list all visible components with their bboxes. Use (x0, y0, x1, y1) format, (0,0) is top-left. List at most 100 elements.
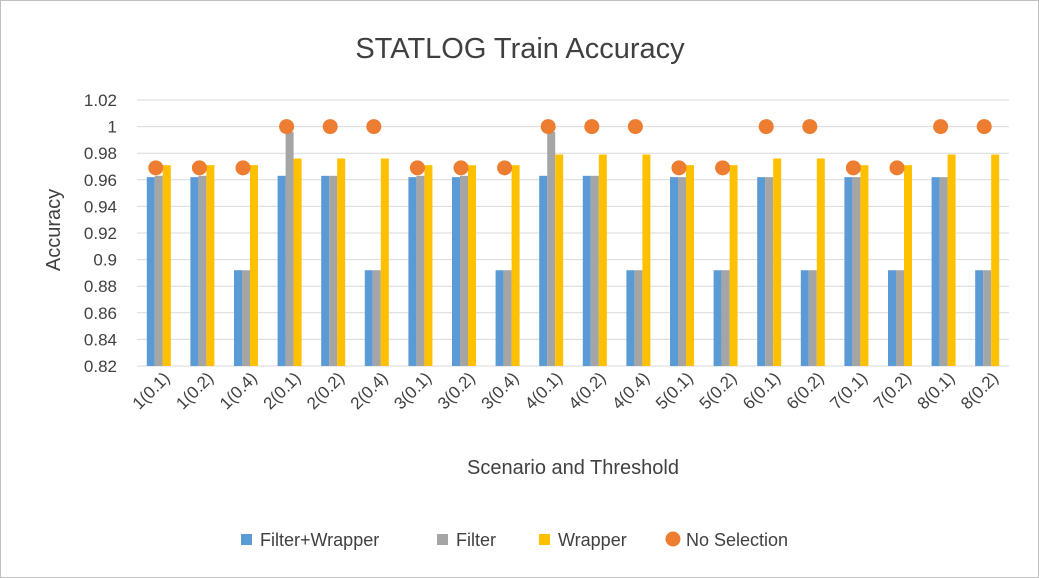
marker-no-selection (540, 119, 556, 135)
x-tick-label: 7(0.2) (870, 368, 915, 413)
bar-wrapper (773, 158, 782, 366)
marker-no-selection (148, 160, 164, 176)
y-tick-label: 0.86 (84, 304, 117, 323)
bar-wrapper (729, 165, 738, 366)
bar-wrapper (162, 165, 171, 366)
bars (146, 131, 1000, 366)
bar-filter-wrapper (844, 177, 853, 366)
marker-no-selection (889, 160, 905, 176)
bar-filter (983, 270, 992, 366)
bar-wrapper (947, 154, 956, 366)
marker-no-selection (235, 160, 251, 176)
bar-filter (721, 270, 730, 366)
bar-filter (154, 175, 163, 366)
bar-filter-wrapper (626, 270, 635, 366)
legend-label: Filter+Wrapper (260, 530, 379, 550)
bar-wrapper (206, 165, 215, 366)
bar-filter (416, 175, 425, 366)
x-tick-labels: 1(0.1)1(0.2)1(0.4)2(0.1)2(0.2)2(0.4)3(0.… (129, 368, 1002, 413)
x-tick-label: 1(0.2) (172, 368, 217, 413)
bar-filter-wrapper (539, 175, 548, 366)
bar-filter (372, 270, 381, 366)
y-tick-label: 1 (108, 118, 117, 137)
bar-wrapper (511, 165, 520, 366)
marker-no-selection (279, 119, 295, 135)
marker-no-selection (976, 119, 992, 135)
bar-filter (852, 177, 861, 366)
bar-wrapper (468, 165, 476, 366)
bar-filter (329, 175, 338, 366)
bar-filter (242, 270, 250, 366)
bar-filter (590, 175, 599, 366)
y-tick-label: 0.98 (84, 144, 117, 163)
y-axis-title: Accuracy (43, 189, 65, 271)
legend-swatch (539, 534, 550, 545)
x-tick-label: 8(0.2) (957, 368, 1002, 413)
bar-filter-wrapper (190, 177, 199, 366)
marker-no-selection (933, 119, 949, 135)
legend-label: No Selection (686, 530, 788, 550)
x-tick-label: 2(0.1) (260, 368, 305, 413)
bar-filter (678, 177, 686, 366)
bar-wrapper (380, 158, 389, 366)
marker-no-selection (758, 119, 774, 135)
bar-filter-wrapper (146, 177, 155, 366)
bar-filter-wrapper (888, 270, 896, 366)
legend-swatch (241, 534, 252, 545)
bar-wrapper (816, 158, 825, 366)
bar-filter-wrapper (495, 270, 504, 366)
y-tick-label: 1.02 (84, 91, 117, 110)
bar-wrapper (904, 165, 912, 366)
marker-no-selection (802, 119, 818, 135)
marker-no-selection (366, 119, 382, 135)
x-tick-label: 4(0.4) (608, 368, 653, 413)
x-tick-label: 4(0.2) (565, 368, 610, 413)
marker-no-selection (584, 119, 600, 135)
y-tick-label: 0.9 (93, 251, 117, 270)
no-selection-markers (148, 119, 992, 176)
bar-filter (808, 270, 817, 366)
bar-filter-wrapper (364, 270, 373, 366)
x-tick-label: 3(0.1) (390, 368, 435, 413)
marker-no-selection (453, 160, 469, 176)
bar-filter-wrapper (452, 177, 460, 366)
x-tick-label: 2(0.4) (347, 368, 392, 413)
bar-wrapper (642, 154, 651, 366)
x-tick-label: 2(0.2) (303, 368, 348, 413)
legend: Filter+Wrapper Filter Wrapper No Selection (241, 530, 788, 550)
bar-wrapper (860, 165, 869, 366)
x-tick-label: 7(0.1) (826, 368, 871, 413)
marker-no-selection (627, 119, 643, 135)
bar-wrapper (250, 165, 258, 366)
marker-no-selection (497, 160, 513, 176)
bar-filter (634, 270, 643, 366)
bar-filter (547, 131, 556, 366)
chart-title: STATLOG Train Accuracy (355, 33, 685, 65)
y-tick-label: 0.84 (84, 330, 117, 349)
bar-filter (503, 270, 512, 366)
legend-label: Filter (456, 530, 496, 550)
bar-filter-wrapper (975, 270, 984, 366)
y-tick-label: 0.82 (84, 357, 117, 376)
bar-wrapper (598, 154, 607, 366)
x-axis-title: Scenario and Threshold (467, 457, 679, 479)
y-tick-label: 0.96 (84, 171, 117, 190)
bar-filter (896, 270, 904, 366)
bar-filter (939, 177, 948, 366)
x-tick-label: 8(0.1) (914, 368, 959, 413)
y-tick-label: 0.88 (84, 277, 117, 296)
bar-wrapper (555, 154, 564, 366)
bar-wrapper (293, 158, 302, 366)
y-tick-label: 0.94 (84, 197, 117, 216)
bar-filter-wrapper (321, 175, 330, 366)
x-tick-label: 6(0.2) (783, 368, 828, 413)
marker-no-selection (715, 160, 731, 176)
bar-filter-wrapper (277, 175, 286, 366)
marker-no-selection (409, 160, 425, 176)
gridlines (137, 99, 1009, 367)
bar-wrapper (424, 165, 433, 366)
x-tick-label: 5(0.2) (696, 368, 741, 413)
legend-swatch (437, 534, 448, 545)
